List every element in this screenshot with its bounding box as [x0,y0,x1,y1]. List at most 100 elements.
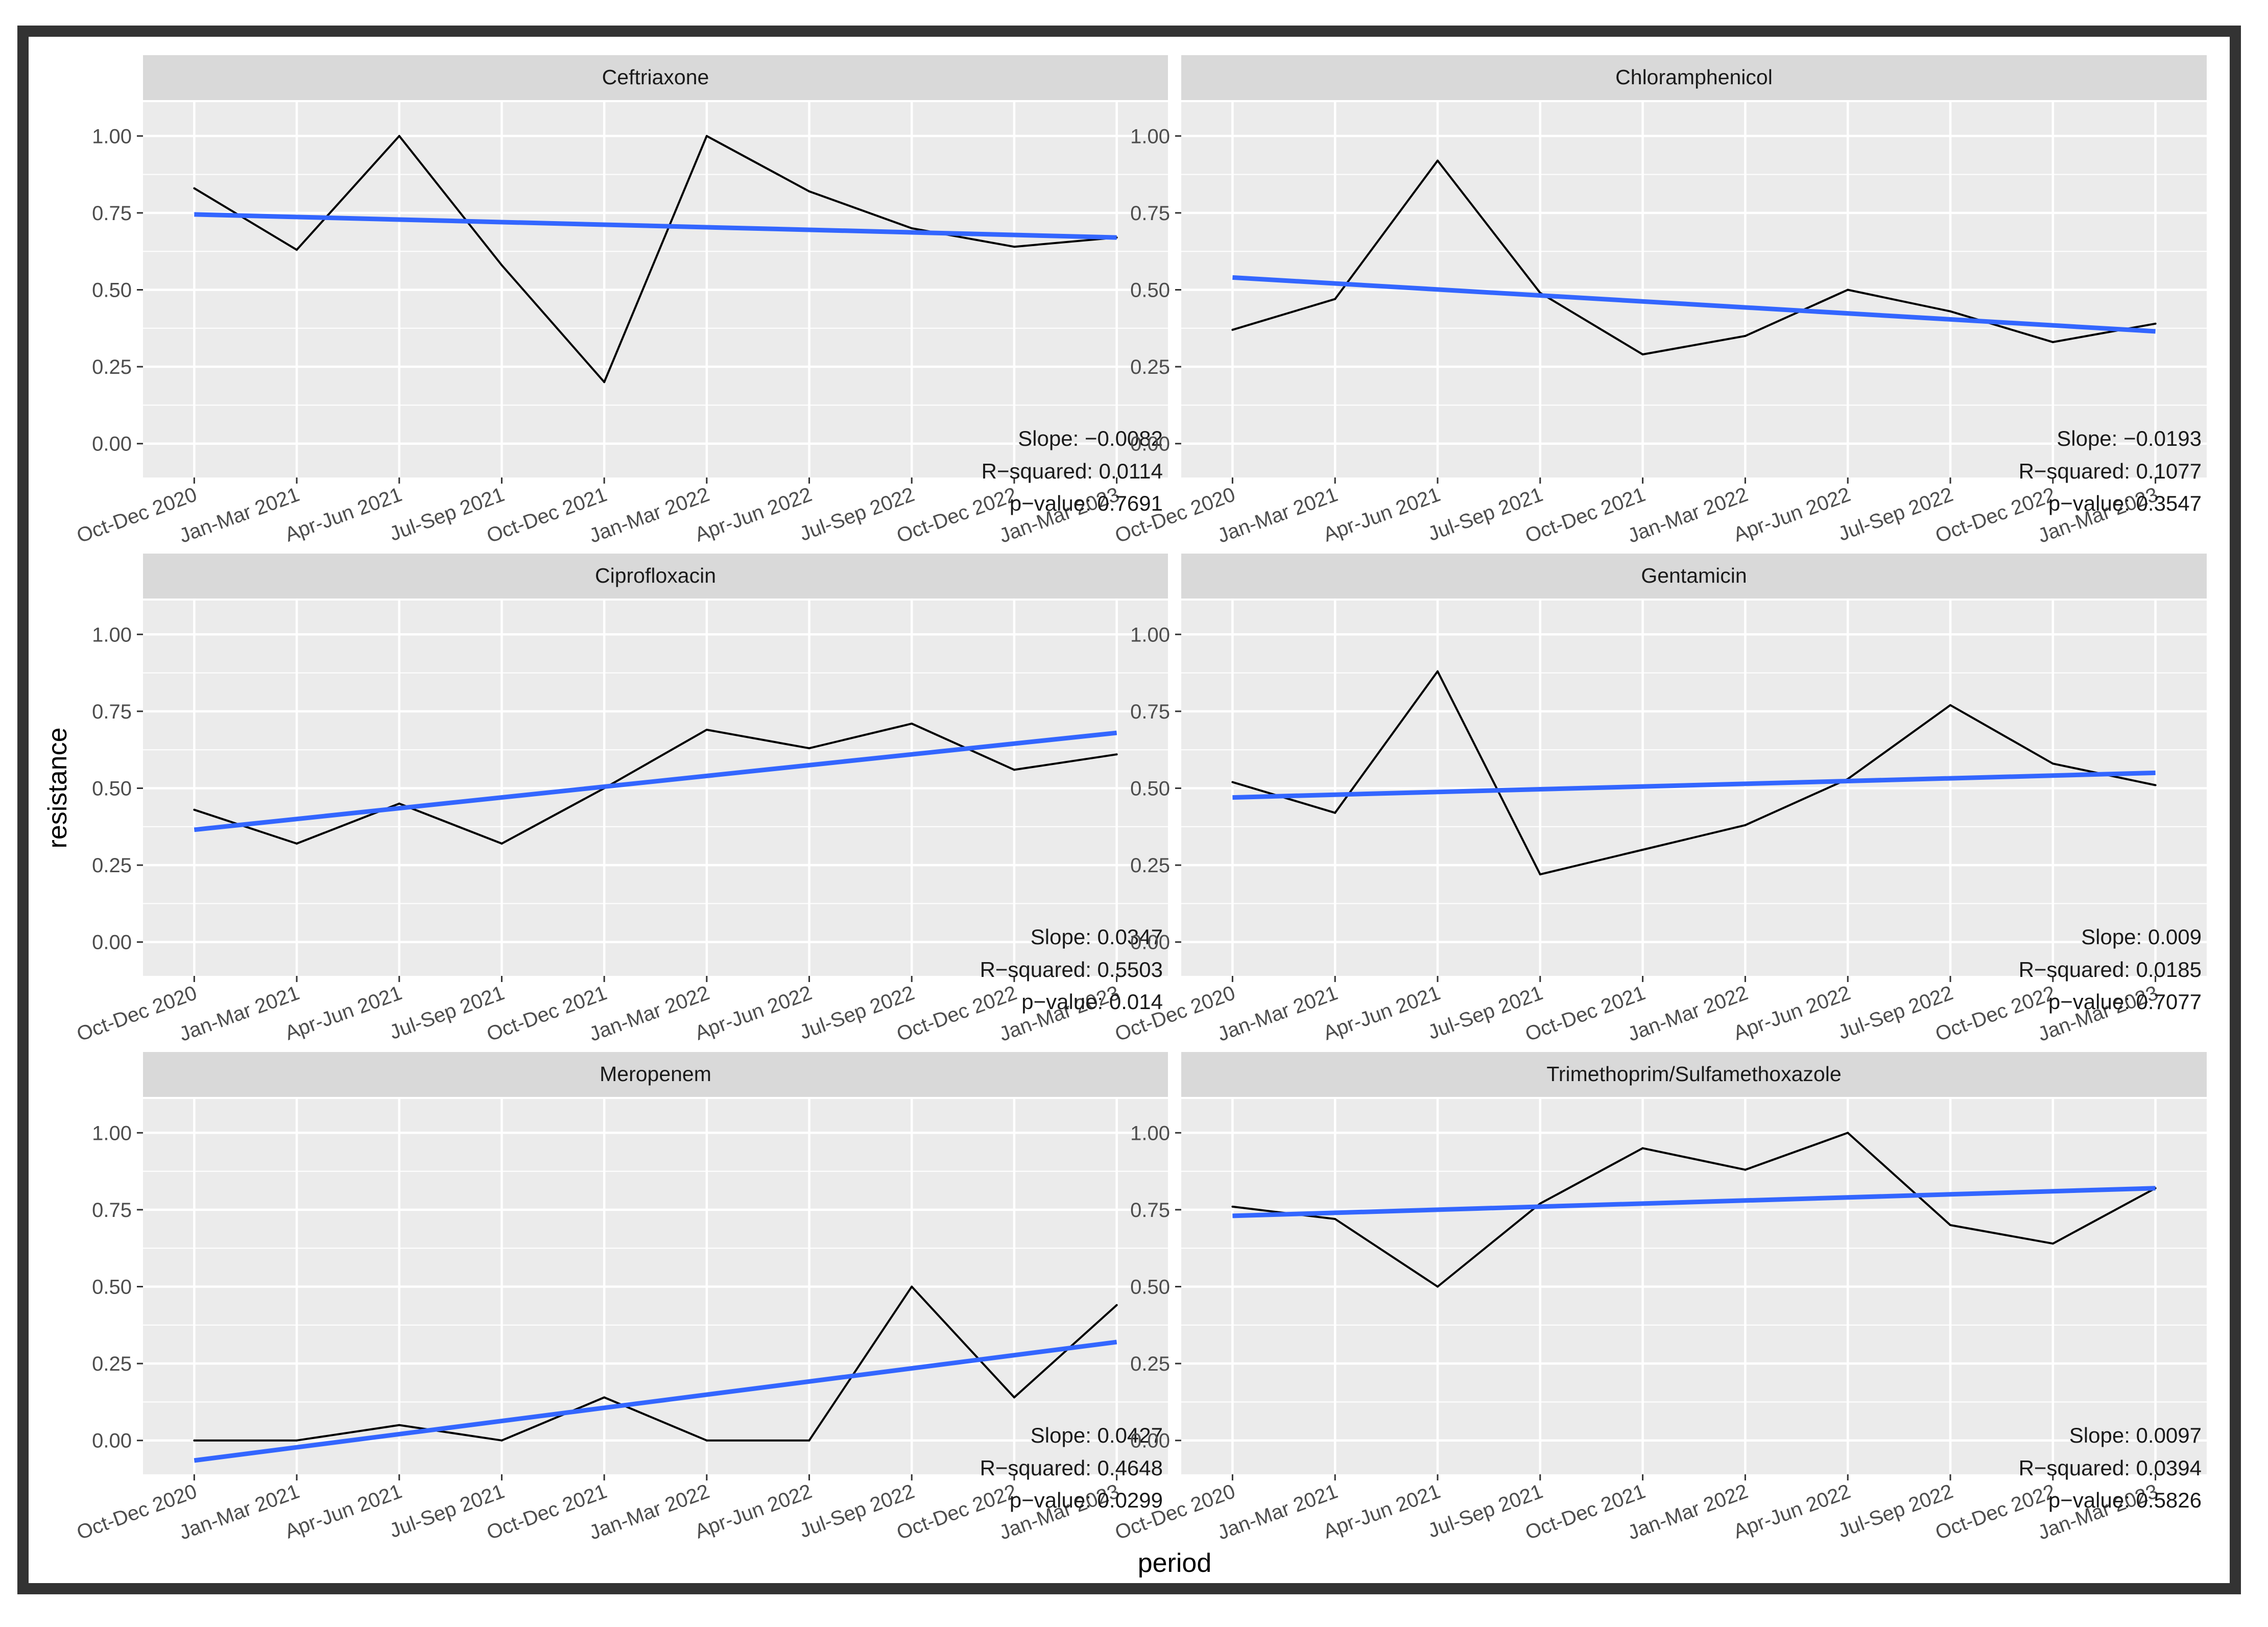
x-tick-label: Apr-Jun 2022 [1731,483,1854,546]
y-tick-label: 0.25 [1130,1353,1170,1375]
r-squared-label: R−squared: 0.0394 [2019,1456,2202,1480]
y-tick-label: 0.50 [92,1276,132,1299]
data-point [1437,159,1439,162]
slope-label: Slope: 0.0347 [1031,925,1163,949]
data-point [1013,246,1015,248]
data-point [1231,1205,1234,1208]
y-tick-label: 0.00 [1130,1430,1170,1452]
data-point [1539,1202,1541,1205]
y-tick-label: 0.50 [92,279,132,302]
strip-background [143,554,1168,599]
x-axis-title: period [1138,1548,1212,1578]
x-tick-label: Apr-Jun 2021 [282,1480,405,1543]
data-point [1949,704,1951,706]
y-tick-label: 1.00 [1130,1122,1170,1144]
data-point [500,842,503,845]
data-point [705,135,708,137]
p-value-label: p−value: 0.014 [1021,990,1163,1014]
trend-line [194,1339,1117,1463]
data-point [1115,1304,1118,1306]
data-point [193,808,196,811]
strip-background [143,1052,1168,1097]
y-tick-label: 0.25 [1130,854,1170,877]
r-squared-label: R−squared: 0.0185 [2019,958,2202,982]
trend-line [194,730,1117,832]
data-point [1847,289,1849,291]
data-point [1641,1147,1644,1150]
data-point [808,747,810,750]
y-tick-label: 1.00 [1130,125,1170,148]
strip-background [1181,1052,2207,1097]
data-point [808,1439,810,1442]
data-point [193,1439,196,1442]
slope-label: Slope: 0.0097 [2069,1423,2202,1447]
data-point [1744,824,1747,826]
data-point [1437,670,1439,673]
data-point [911,722,913,725]
data-point [296,249,298,251]
data-point [1334,298,1336,300]
panel-2: Chloramphenicol0.000.250.500.751.00Oct-D… [1112,55,2207,547]
data-point [500,1439,503,1442]
x-tick-label: Apr-Jun 2022 [692,483,815,546]
y-tick-label: 0.75 [1130,701,1170,723]
slope-label: Slope: −0.0193 [2057,426,2202,450]
x-tick-label: Apr-Jun 2021 [282,483,405,546]
panel-title: Gentamicin [1641,564,1747,587]
y-axis-title: resistance [43,728,73,849]
data-point [398,802,400,805]
data-point [1949,1224,1951,1227]
slope-label: Slope: 0.009 [2081,925,2202,949]
x-tick-label: Apr-Jun 2021 [1320,483,1443,546]
r-squared-label: R−squared: 0.5503 [980,958,1163,982]
data-point [193,187,196,189]
trend-line [1232,770,2156,800]
panel-6: Trimethoprim/Sulfamethoxazole 0.00 0.25 0.5… [1112,1052,2207,1544]
x-tick-label: Apr-Jun 2021 [1320,982,1443,1044]
y-tick-label: 0.75 [92,1199,132,1222]
y-tick-label: 0.00 [92,1430,132,1452]
x-tick-label: Apr-Jun 2022 [692,1480,815,1543]
data-point [1334,1217,1336,1220]
y-tick-label: 0.25 [92,356,132,378]
data-point [1641,848,1644,851]
p-value-label: p−value: 0.7691 [1010,491,1163,515]
data-point [296,842,298,845]
data-point [398,135,400,137]
y-tick-label: 0.00 [92,433,132,456]
p-value-label: p−value: 0.0299 [1010,1488,1163,1512]
data-point [1013,769,1015,771]
y-tick-label: 0.00 [92,931,132,954]
y-tick-label: 0.50 [1130,1276,1170,1299]
figure-frame: Ceftriaxone 0.00 0.25 0.50 0.75 1.00 Oct-Dec 2… [17,26,2241,1594]
r-squared-label: R−squared: 0.0114 [982,459,1163,483]
data-point [1744,334,1747,337]
y-tick-label: 0.75 [1130,1199,1170,1222]
trend-line [1232,275,2156,334]
data-point [398,1424,400,1426]
data-point [1539,873,1541,876]
panel-title: Trimethoprim/Sulfamethoxazole [1546,1062,1841,1086]
p-value-label: p−value: 0.7077 [2048,990,2202,1014]
data-point [2154,784,2157,786]
y-tick-label: 0.00 [1130,931,1170,954]
x-tick-label: Apr-Jun 2021 [1320,1480,1443,1543]
data-point [2154,322,2157,325]
data-point [705,729,708,731]
panel-title: Chloramphenicol [1615,65,1773,89]
p-value-label: p−value: 0.3547 [2048,491,2202,515]
data-point [2051,762,2054,765]
observed-resistance-line [194,135,1117,384]
y-tick-label: 1.00 [92,1122,132,1144]
data-point [705,1439,708,1442]
y-tick-label: 0.50 [92,778,132,800]
data-point [1744,1168,1747,1171]
data-point [1334,811,1336,814]
data-point [603,381,606,384]
r-squared-label: R−squared: 0.1077 [2019,459,2202,483]
data-point [1115,753,1118,756]
y-tick-label: 1.00 [1130,624,1170,646]
slope-label: Slope: 0.0427 [1031,1423,1163,1447]
